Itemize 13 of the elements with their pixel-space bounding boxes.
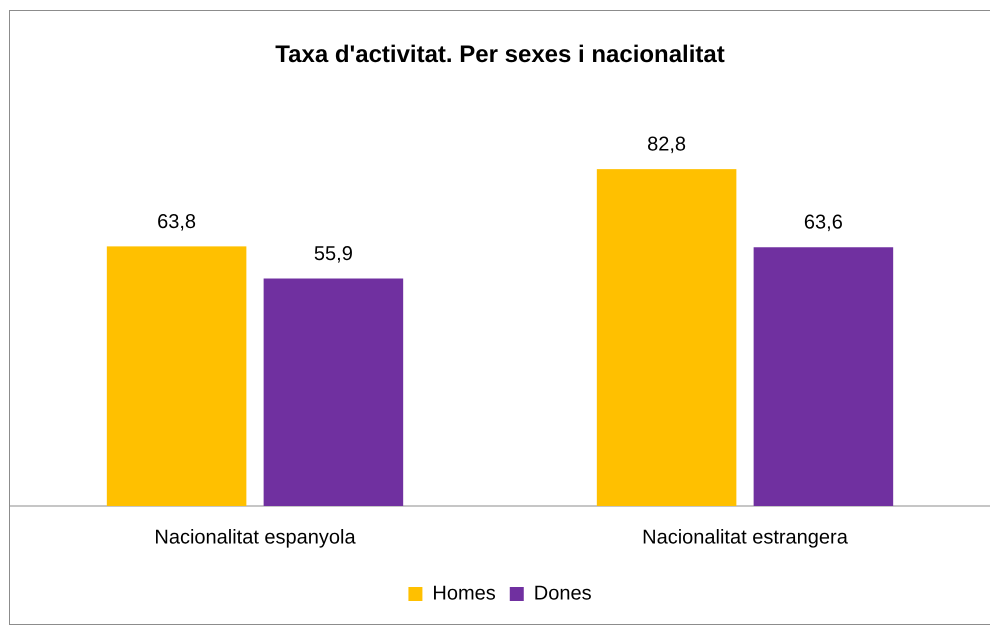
- x-tick-label: Nacionalitat espanyola: [154, 526, 356, 549]
- data-label: 63,8: [157, 210, 196, 233]
- data-label: 55,9: [314, 243, 353, 266]
- bar: [264, 278, 404, 506]
- bar: [596, 169, 736, 506]
- legend-label: Dones: [534, 582, 592, 605]
- legend-label: Homes: [432, 582, 496, 605]
- bar: [754, 247, 894, 506]
- data-label: 63,6: [804, 212, 843, 234]
- x-tick-label: Nacionalitat estrangera: [642, 526, 849, 549]
- bar: [106, 246, 246, 506]
- chart-title: Taxa d'activitat. Per sexes i nacionalitat: [275, 41, 725, 68]
- data-label: 82,8: [647, 134, 686, 156]
